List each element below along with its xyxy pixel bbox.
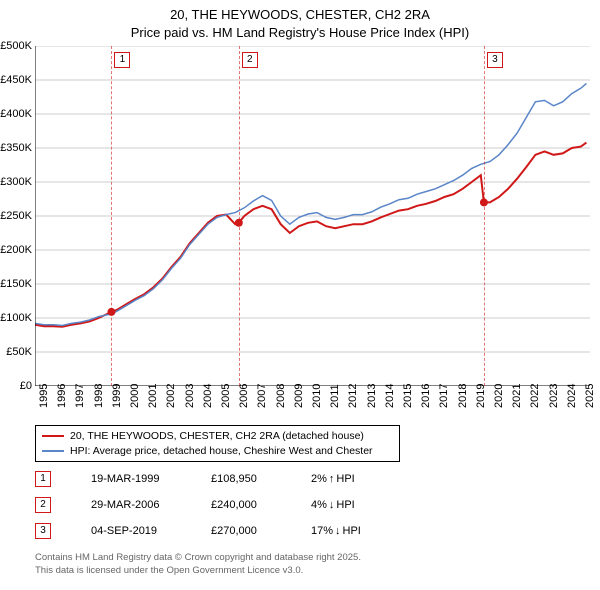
event-marker-line bbox=[239, 46, 240, 386]
arrow-icon: ↑ bbox=[329, 473, 335, 485]
arrow-icon: ↓ bbox=[329, 499, 335, 511]
sales-delta: 4% ↓ HPI bbox=[311, 499, 355, 511]
arrow-icon: ↓ bbox=[335, 525, 341, 537]
legend-row: 20, THE HEYWOODS, CHESTER, CH2 2RA (deta… bbox=[42, 429, 393, 444]
y-axis-tick-label: £500K bbox=[0, 40, 32, 52]
sales-delta-label: HPI bbox=[343, 525, 361, 537]
x-axis-tick-label: 2020 bbox=[493, 384, 505, 408]
y-axis-tick-label: £450K bbox=[0, 74, 32, 86]
event-marker-line bbox=[111, 46, 112, 386]
x-axis-tick-label: 2002 bbox=[165, 384, 177, 408]
chart-area: 123 £0£50K£100K£150K£200K£250K£300K£350K… bbox=[35, 46, 590, 386]
x-axis-tick-label: 1996 bbox=[56, 384, 68, 408]
sales-index-box: 2 bbox=[35, 497, 51, 513]
x-axis-tick-label: 2016 bbox=[420, 384, 432, 408]
figure: { "title": { "line1": "20, THE HEYWOODS,… bbox=[0, 0, 600, 590]
sales-delta-label: HPI bbox=[336, 499, 354, 511]
event-marker-label: 2 bbox=[242, 52, 258, 68]
sales-date: 19-MAR-1999 bbox=[91, 473, 211, 485]
y-axis-tick-label: £100K bbox=[0, 312, 32, 324]
x-axis-tick-label: 2014 bbox=[384, 384, 396, 408]
x-axis-tick-label: 2001 bbox=[147, 384, 159, 408]
sales-price: £240,000 bbox=[211, 499, 311, 511]
y-axis-tick-label: £350K bbox=[0, 142, 32, 154]
y-axis-tick-label: £150K bbox=[0, 278, 32, 290]
y-axis-tick-label: £400K bbox=[0, 108, 32, 120]
x-axis-tick-label: 1999 bbox=[111, 384, 123, 408]
chart-title-line1: 20, THE HEYWOODS, CHESTER, CH2 2RA bbox=[0, 6, 600, 24]
x-axis-tick-label: 2013 bbox=[366, 384, 378, 408]
x-axis-tick-label: 2023 bbox=[548, 384, 560, 408]
x-axis-tick-label: 2000 bbox=[129, 384, 141, 408]
series-line bbox=[35, 143, 586, 327]
sales-index-box: 1 bbox=[35, 471, 51, 487]
x-axis-tick-label: 1995 bbox=[38, 384, 50, 408]
y-axis-tick-label: £200K bbox=[0, 244, 32, 256]
sales-row: 1 19-MAR-1999£108,9502% ↑ HPI bbox=[35, 466, 361, 492]
footer-line2: This data is licensed under the Open Gov… bbox=[35, 565, 361, 578]
sales-delta: 2% ↑ HPI bbox=[311, 473, 355, 485]
x-axis-tick-label: 1998 bbox=[93, 384, 105, 408]
legend-label: 20, THE HEYWOODS, CHESTER, CH2 2RA (deta… bbox=[70, 429, 364, 444]
chart-svg bbox=[35, 46, 590, 386]
sales-delta: 17% ↓ HPI bbox=[311, 525, 361, 537]
x-axis-tick-label: 2025 bbox=[584, 384, 596, 408]
event-marker-label: 3 bbox=[487, 52, 503, 68]
x-axis-tick-label: 2022 bbox=[529, 384, 541, 408]
footer-line1: Contains HM Land Registry data © Crown c… bbox=[35, 552, 361, 565]
chart-title-line2: Price paid vs. HM Land Registry's House … bbox=[0, 24, 600, 42]
x-axis-tick-label: 2004 bbox=[202, 384, 214, 408]
y-axis-tick-label: £300K bbox=[0, 176, 32, 188]
x-axis-tick-label: 2008 bbox=[275, 384, 287, 408]
sales-date: 29-MAR-2006 bbox=[91, 499, 211, 511]
y-axis-tick-label: £250K bbox=[0, 210, 32, 222]
x-axis-tick-label: 2018 bbox=[457, 384, 469, 408]
y-axis-tick-label: £50K bbox=[0, 346, 32, 358]
x-axis-tick-label: 1997 bbox=[74, 384, 86, 408]
sales-price: £270,000 bbox=[211, 525, 311, 537]
sales-delta-pct: 2% bbox=[311, 473, 327, 485]
x-axis-tick-label: 2019 bbox=[475, 384, 487, 408]
x-axis-tick-label: 2003 bbox=[184, 384, 196, 408]
legend-row: HPI: Average price, detached house, Ches… bbox=[42, 444, 393, 459]
sales-price: £108,950 bbox=[211, 473, 311, 485]
y-axis-tick-label: £0 bbox=[0, 380, 32, 392]
legend-label: HPI: Average price, detached house, Ches… bbox=[70, 444, 373, 459]
event-marker-line bbox=[484, 46, 485, 386]
chart-title-block: 20, THE HEYWOODS, CHESTER, CH2 2RA Price… bbox=[0, 0, 600, 41]
sales-delta-pct: 17% bbox=[311, 525, 333, 537]
sales-row: 2 29-MAR-2006£240,0004% ↓ HPI bbox=[35, 492, 361, 518]
x-axis-tick-label: 2007 bbox=[256, 384, 268, 408]
legend-swatch bbox=[42, 435, 64, 437]
x-axis-tick-label: 2021 bbox=[511, 384, 523, 408]
sales-delta-pct: 4% bbox=[311, 499, 327, 511]
x-axis-tick-label: 2010 bbox=[311, 384, 323, 408]
x-axis-tick-label: 2005 bbox=[220, 384, 232, 408]
sales-index-box: 3 bbox=[35, 523, 51, 539]
x-axis-tick-label: 2009 bbox=[293, 384, 305, 408]
x-axis-tick-label: 2017 bbox=[438, 384, 450, 408]
footer: Contains HM Land Registry data © Crown c… bbox=[35, 552, 361, 578]
x-axis-tick-label: 2024 bbox=[566, 384, 578, 408]
x-axis-tick-label: 2012 bbox=[347, 384, 359, 408]
sales-row: 3 04-SEP-2019£270,00017% ↓ HPI bbox=[35, 518, 361, 544]
event-marker-label: 1 bbox=[114, 52, 130, 68]
sales-delta-label: HPI bbox=[336, 473, 354, 485]
x-axis-tick-label: 2006 bbox=[238, 384, 250, 408]
sales-date: 04-SEP-2019 bbox=[91, 525, 211, 537]
x-axis-tick-label: 2011 bbox=[329, 384, 341, 408]
legend: 20, THE HEYWOODS, CHESTER, CH2 2RA (deta… bbox=[35, 425, 400, 462]
series-line bbox=[35, 83, 586, 325]
sales-table: 1 19-MAR-1999£108,9502% ↑ HPI 2 29-MAR-2006… bbox=[35, 466, 361, 544]
legend-swatch bbox=[42, 450, 64, 452]
x-axis-tick-label: 2015 bbox=[402, 384, 414, 408]
